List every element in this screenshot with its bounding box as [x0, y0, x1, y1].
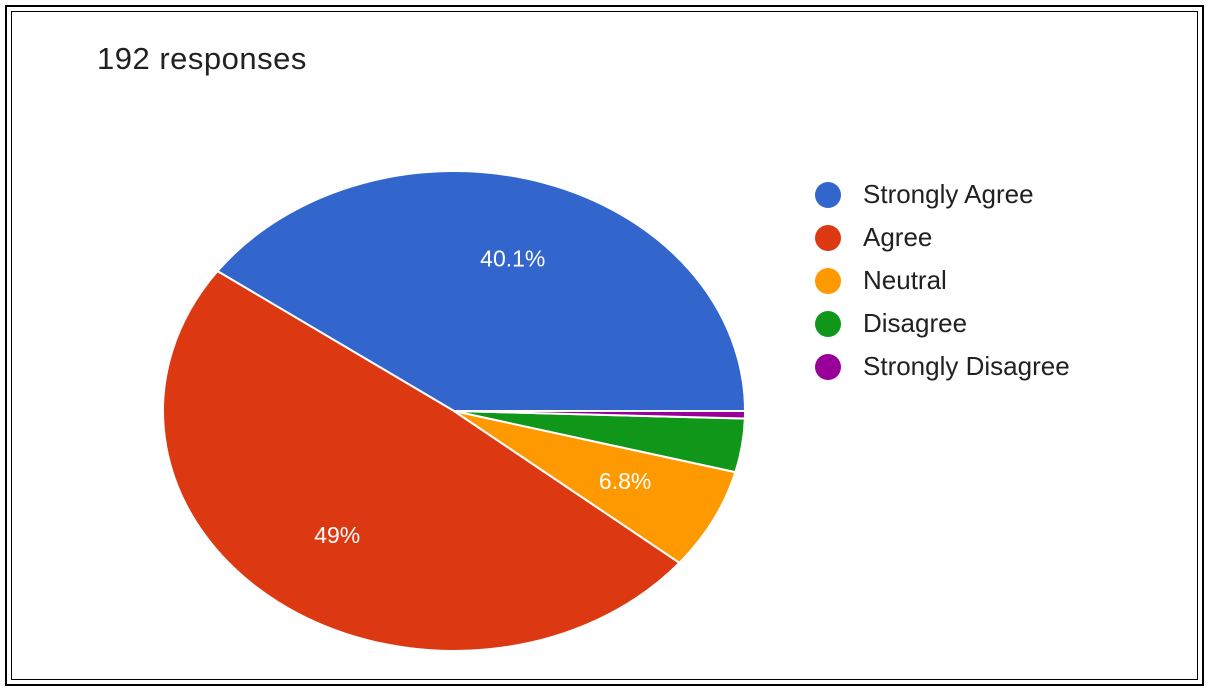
legend-swatch-strongly-agree: [815, 181, 841, 208]
chart-frame: 192 responses 40.1% 49% 6.8% Strongly Agre…: [5, 5, 1204, 686]
legend-label-neutral: Neutral: [863, 265, 947, 295]
legend-item-strongly-agree: Strongly Agree: [815, 173, 1070, 216]
legend-item-disagree: Disagree: [815, 302, 1070, 345]
chart-legend: Strongly Agree Agree Neutral Disagree Strong…: [815, 173, 1070, 388]
legend-item-strongly-disagree: Strongly Disagree: [815, 345, 1070, 388]
pie-chart: 40.1% 49% 6.8%: [162, 170, 747, 652]
slice-label-neutral: 6.8%: [599, 468, 651, 494]
pie-slice-labels: 40.1% 49% 6.8%: [314, 245, 651, 548]
chart-frame-inner-border: [11, 11, 1198, 680]
responses-count: 192 responses: [97, 41, 307, 76]
slice-label-agree: 49%: [314, 522, 360, 548]
pie-slice-agree: [162, 269, 681, 652]
legend-swatch-agree: [815, 224, 841, 251]
legend-swatch-neutral: [815, 267, 841, 294]
legend-item-agree: Agree: [815, 216, 1070, 259]
legend-swatch-disagree: [815, 310, 841, 337]
legend-label-disagree: Disagree: [863, 308, 968, 338]
slice-label-strongly-agree: 40.1%: [480, 245, 545, 271]
pie-slices: [162, 170, 747, 652]
pie-slice-neutral: [453, 410, 737, 565]
legend-label-agree: Agree: [863, 222, 933, 252]
pie-slice-strongly-disagree: [453, 410, 747, 420]
legend-label-strongly-disagree: Strongly Disagree: [863, 351, 1070, 381]
legend-label-strongly-agree: Strongly Agree: [863, 179, 1034, 209]
pie-slice-strongly-agree: [215, 170, 747, 412]
legend-swatch-strongly-disagree: [815, 353, 841, 380]
legend-item-neutral: Neutral: [815, 259, 1070, 302]
